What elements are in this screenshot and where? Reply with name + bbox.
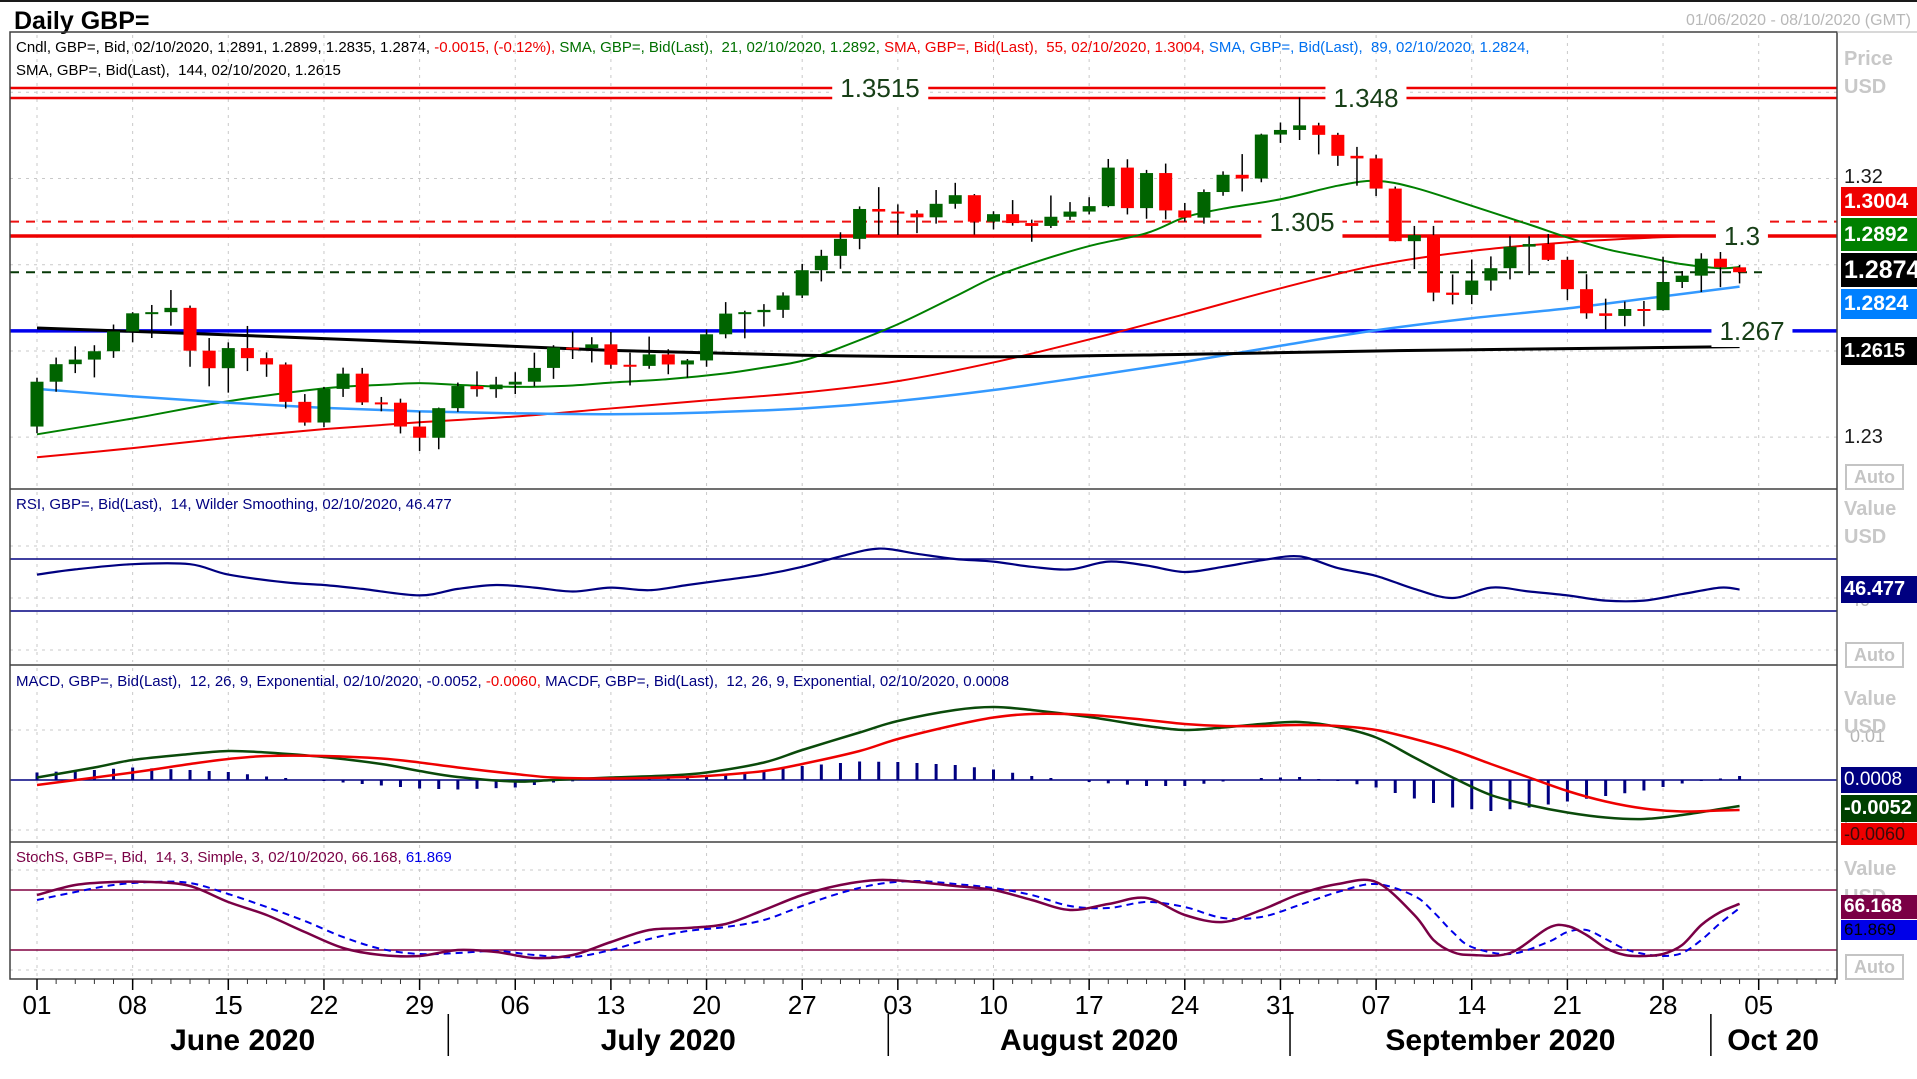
legend-macd-segment: MACD, GBP=, Bid(Last), 12, 26, 9, Expone… [16,673,486,690]
panel-frames [9,31,1917,980]
month-label: Oct 20 [1727,1024,1819,1057]
legend-stoch[interactable]: StochS, GBP=, Bid, 14, 3, Simple, 3, 02/… [16,849,452,866]
candlesticks [30,97,1747,451]
price-level-label: 1.3515 [832,71,928,104]
axis-unit-label: USD [1844,76,1887,98]
macd-histogram [35,761,1742,811]
x-tick-label: 03 [883,990,913,1020]
price-level-lines [10,86,1837,333]
value-badge: 46.477 [1841,576,1917,603]
x-tick-label: 24 [1170,990,1200,1020]
x-tick-label: 20 [692,990,722,1020]
horizontal-gridlines [10,91,1837,971]
legend-main-segment: SMA, GBP=, Bid(Last), 89, 02/10/2020, 1.… [1208,39,1534,56]
axis-unit-label: Value [1844,858,1897,880]
sma-line-sma-21 [36,179,1740,436]
month-label: September 2020 [1385,1024,1616,1057]
value-badge: 0.0008 [1841,767,1917,793]
value-badge: 66.168 [1841,895,1917,919]
legend-stoch-segment: StochS, GBP=, Bid, 14, 3, Simple, 3, 02/… [16,849,406,866]
x-tick-label: 06 [500,990,530,1020]
x-axis-ticks [36,979,1836,1056]
sma-line-sma-144 [36,326,1740,359]
month-label: July 2020 [600,1024,736,1057]
x-tick-label: 27 [787,990,817,1020]
price-level-label: 1.348 [1325,82,1407,115]
value-badge: 1.2874 [1841,253,1917,287]
price-level-label: 1.267 [1711,314,1793,347]
value-badge: 1.2824 [1841,289,1917,319]
legend-main-line1[interactable]: Cndl, GBP=, Bid, 02/10/2020, 1.2891, 1.2… [16,39,1534,56]
legend-main-segment: Cndl, GBP=, Bid, 02/10/2020, 1.2891, 1.2… [16,39,435,56]
x-tick-label: 22 [309,990,339,1020]
auto-scale-button[interactable]: Auto [1845,642,1904,668]
price-level-label: 1.305 [1261,205,1343,238]
x-tick-label: 29 [405,990,435,1020]
x-tick-label: 08 [118,990,148,1020]
x-tick-label: 05 [1744,990,1774,1020]
value-badge: 61.869 [1841,920,1917,940]
legend-rsi-segment: RSI, GBP=, Bid(Last), 14, Wilder Smoothi… [16,496,452,513]
stoch-k-line [36,878,1741,960]
legend-stoch-segment: 61.869 [405,849,452,866]
x-tick-label: 15 [213,990,243,1020]
month-label: June 2020 [170,1024,316,1057]
rsi-line [36,547,1740,603]
legend-macd[interactable]: MACD, GBP=, Bid(Last), 12, 26, 9, Expone… [16,673,1009,690]
legend-macd-segment: -0.0060, [485,673,546,690]
month-label: August 2020 [999,1024,1179,1057]
auto-scale-button[interactable]: Auto [1845,464,1904,490]
legend-macd-segment: MACDF, GBP=, Bid(Last), 12, 26, 9, Expon… [545,673,1010,690]
auto-scale-button[interactable]: Auto [1845,954,1904,980]
x-tick-label: 17 [1074,990,1104,1020]
legend-main-segment: SMA, GBP=, Bid(Last), 55, 02/10/2020, 1.… [884,39,1209,56]
stoch-d-line [36,879,1741,959]
axis-tick-label: 0.01 [1850,726,1886,746]
price-level-label: 1.3 [1715,220,1769,252]
legend-rsi[interactable]: RSI, GBP=, Bid(Last), 14, Wilder Smoothi… [16,496,452,513]
x-tick-label: 28 [1648,990,1678,1020]
x-tick-label: 10 [979,990,1008,1020]
axis-unit-label: Price [1844,48,1893,70]
x-tick-label: 13 [596,990,626,1020]
axis-unit-label: USD [1844,526,1887,548]
value-badge: 1.2892 [1841,218,1917,251]
axis-unit-label: Value [1844,498,1897,520]
value-badge: 1.2615 [1841,337,1917,365]
x-tick-label: 14 [1457,990,1487,1020]
chart-title: Daily GBP= [14,7,150,35]
value-badge: -0.0060 [1841,823,1917,845]
sma-line-sma-55 [36,233,1740,459]
x-tick-label: 07 [1361,990,1391,1020]
legend-main-segment: SMA, GBP=, Bid(Last), 21, 02/10/2020, 1.… [559,39,885,56]
value-badge: -0.0052 [1841,795,1917,822]
axis-unit-label: USD [1844,716,1887,738]
axis-tick-label: 1.32 [1844,166,1883,188]
legend-main-segment: SMA, GBP=, Bid(Last), 144, 02/10/2020, 1… [16,62,341,79]
legend-main-segment: -0.0015, (-0.12%), [434,39,560,56]
macd-signal-line [36,712,1740,813]
chart-date-range: 01/06/2020 - 08/10/2020 (GMT) [1685,12,1911,29]
x-tick-label: 31 [1265,990,1295,1020]
value-badge: 1.3004 [1841,187,1917,216]
x-tick-label: 01 [22,990,52,1020]
macd-line [36,705,1740,821]
legend-main-line2[interactable]: SMA, GBP=, Bid(Last), 144, 02/10/2020, 1… [16,62,341,79]
x-tick-label: 21 [1552,990,1582,1020]
axis-unit-label: Value [1844,688,1897,710]
axis-tick-label: 1.23 [1844,426,1883,448]
